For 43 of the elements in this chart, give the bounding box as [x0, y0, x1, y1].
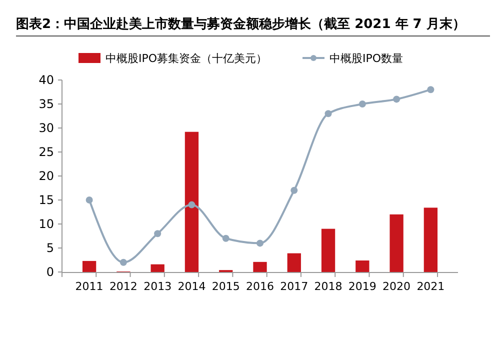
- legend-label: 中概股IPO数量: [330, 52, 404, 65]
- point: [222, 234, 230, 242]
- chart-title: 图表2：中国企业赴美上市数量与募资金额稳步增长（截至 2021 年 7 月末）: [16, 16, 466, 32]
- y-tick-label: 5: [46, 241, 54, 256]
- point: [290, 186, 298, 194]
- point: [324, 110, 332, 118]
- y-tick-label: 35: [38, 97, 54, 112]
- y-tick-label: 40: [38, 73, 54, 88]
- x-tick-label: 2011: [75, 280, 104, 293]
- bar: [184, 132, 199, 272]
- x-tick-label: 2017: [280, 280, 308, 293]
- bar: [356, 260, 370, 272]
- y-tick-label: 0: [46, 265, 54, 280]
- y-tick-label: 10: [38, 217, 54, 232]
- bar: [150, 264, 164, 272]
- x-tick-label: 2020: [382, 280, 411, 293]
- bar: [82, 260, 96, 272]
- x-tick-label: 2016: [246, 280, 274, 293]
- bar: [253, 262, 267, 272]
- bar: [390, 214, 404, 272]
- point: [427, 86, 434, 94]
- point: [154, 230, 162, 238]
- point: [393, 96, 400, 103]
- bar: [424, 208, 438, 272]
- x-tick-label: 2014: [178, 280, 206, 293]
- x-tick-label: 2013: [144, 280, 172, 293]
- point: [188, 201, 196, 208]
- point: [86, 196, 93, 204]
- bar: [287, 253, 301, 272]
- x-tick-label: 2015: [212, 280, 240, 293]
- point: [358, 100, 366, 108]
- point: [120, 258, 127, 266]
- y-tick-label: 20: [38, 169, 54, 184]
- point: [256, 240, 264, 247]
- y-tick-label: 15: [38, 193, 54, 208]
- x-tick-label: 2019: [348, 280, 376, 293]
- x-tick-label: 2021: [416, 280, 445, 293]
- bar: [321, 228, 336, 272]
- y-tick-label: 25: [38, 145, 54, 160]
- x-tick-label: 2018: [314, 280, 342, 293]
- x-tick-label: 2012: [109, 280, 138, 293]
- y-tick-label: 30: [38, 121, 54, 136]
- legend-label: 中概股IPO募集资金（十亿美元）: [106, 52, 268, 65]
